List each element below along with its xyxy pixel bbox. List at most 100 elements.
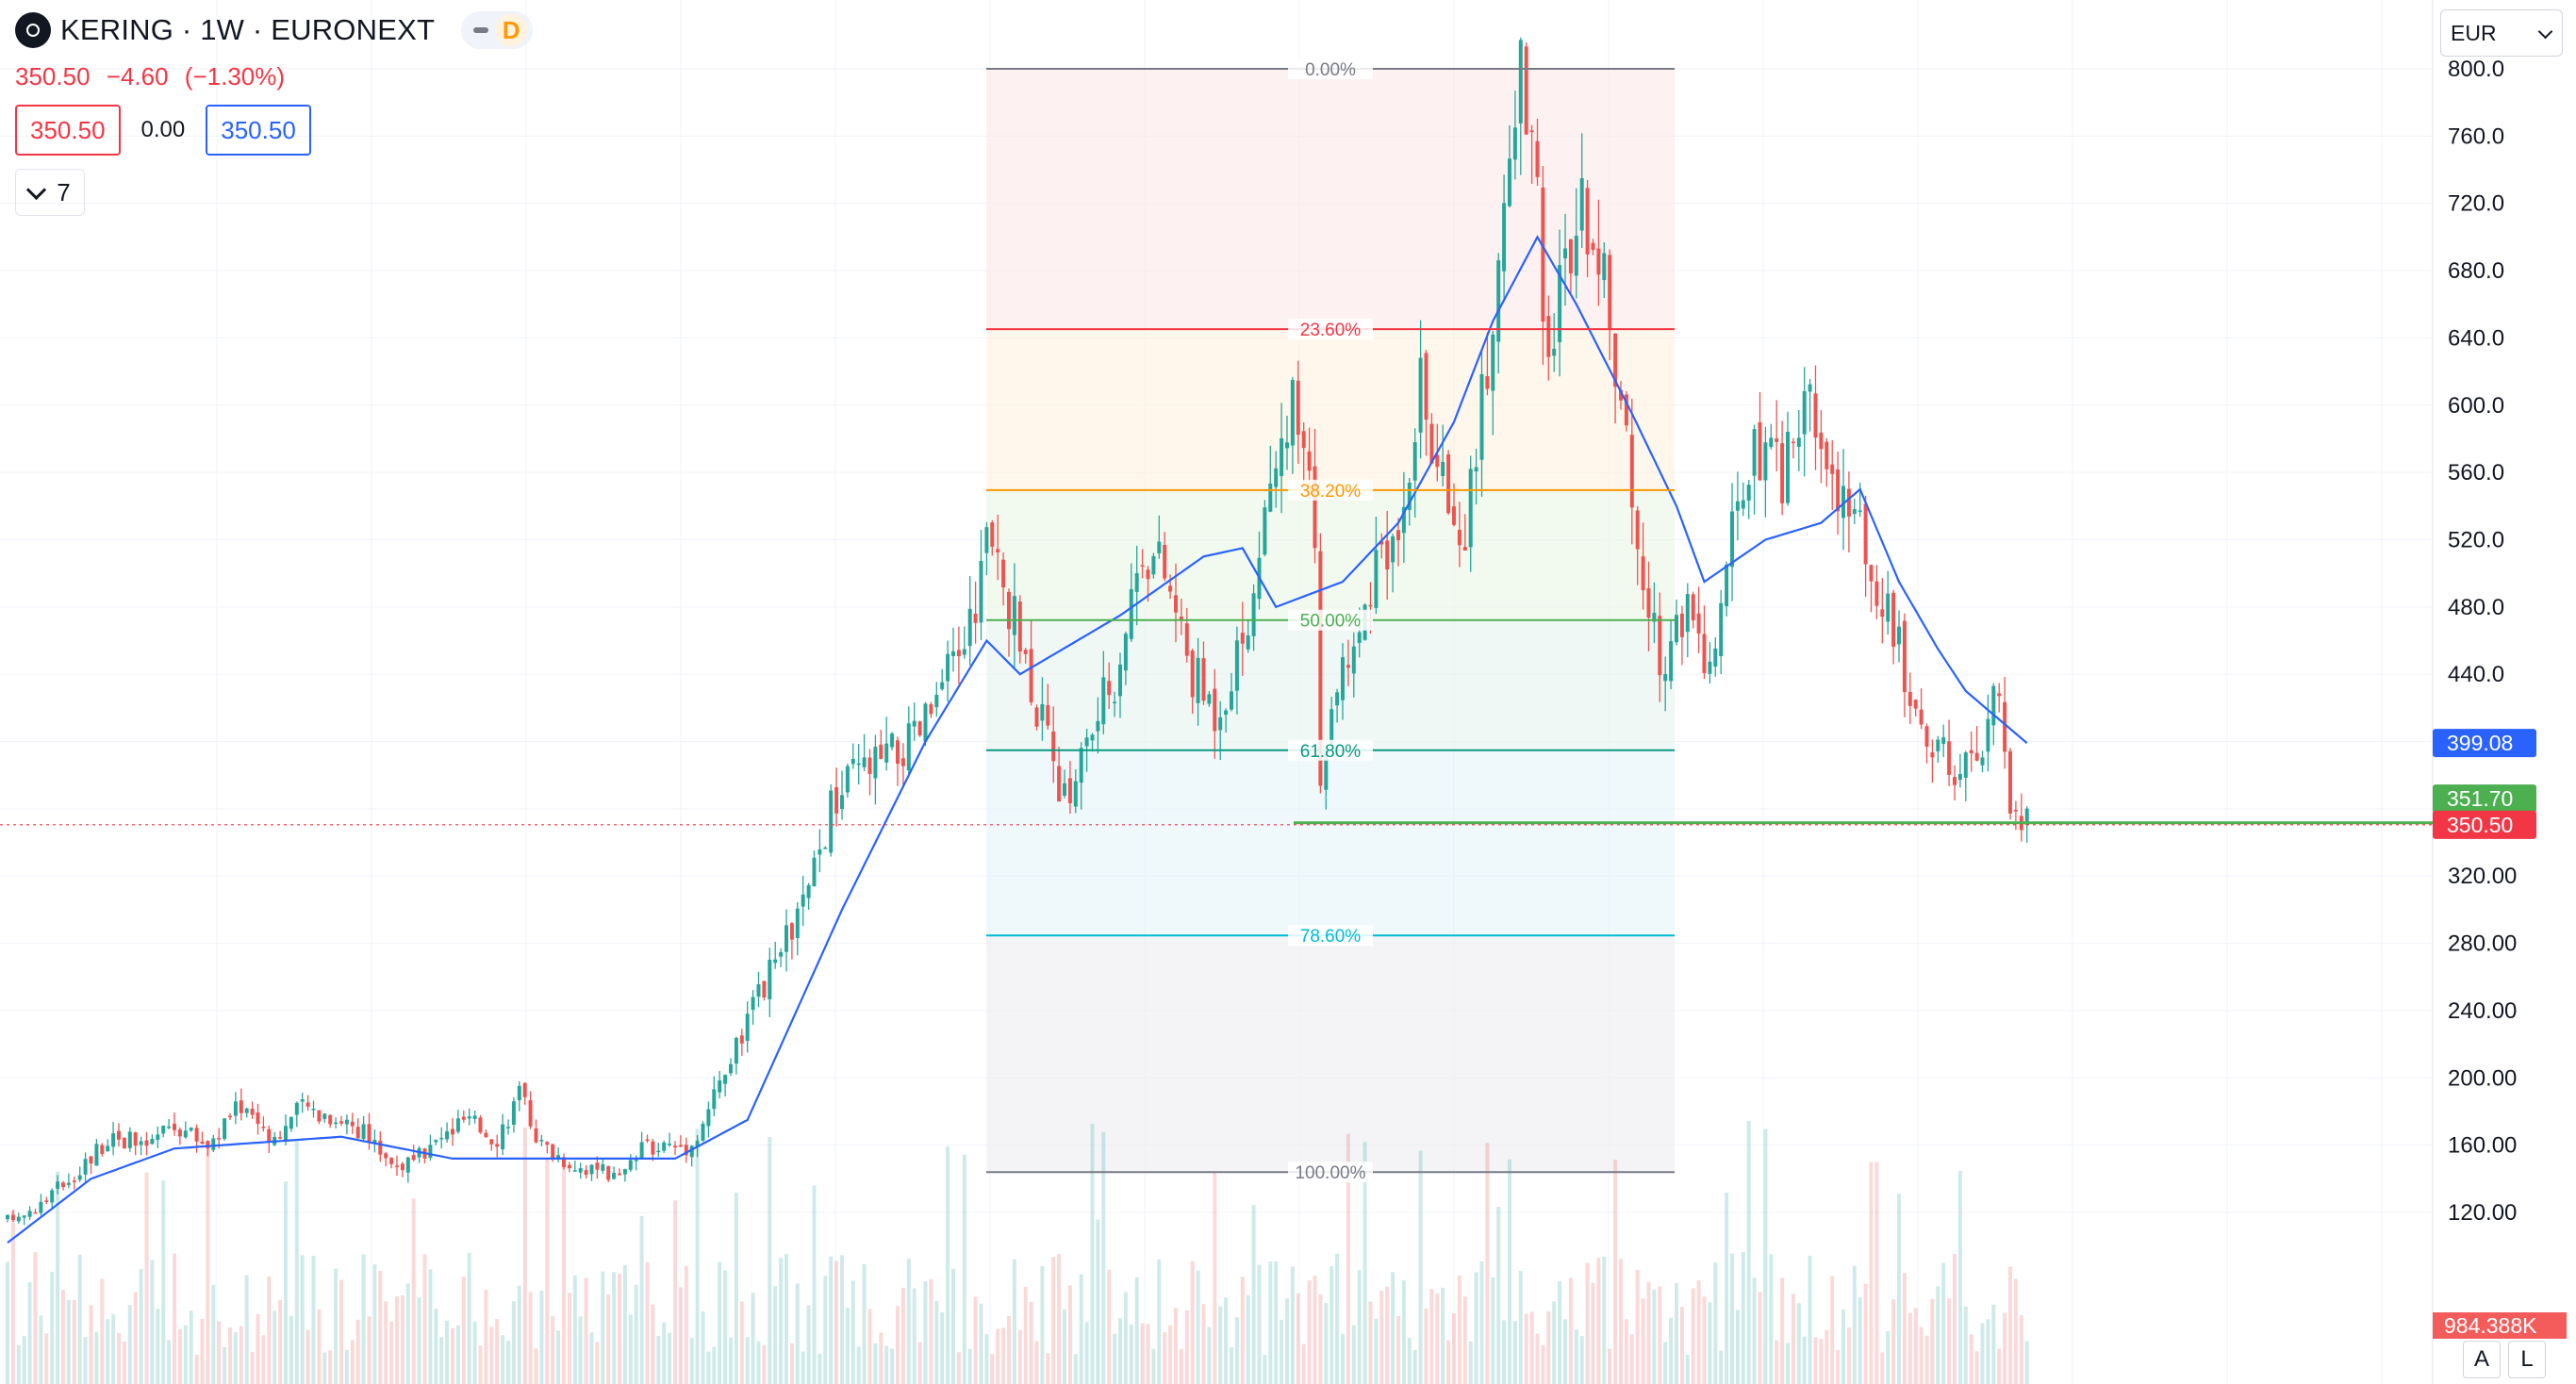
volume-bar (1201, 1304, 1206, 1384)
volume-bar (489, 1326, 494, 1384)
log-scale-button[interactable]: L (2508, 1341, 2546, 1378)
candle-body (484, 1132, 488, 1138)
volume-bar (451, 1327, 454, 1384)
volume-bar (1924, 1335, 1929, 1384)
volume-bar (1151, 1348, 1156, 1384)
fib-level-label: 23.60% (1300, 321, 1362, 340)
volume-bar (1101, 1131, 1106, 1384)
volume-bar (56, 1171, 60, 1384)
volume-bar (1134, 1277, 1139, 1384)
volume-bar (1368, 1301, 1373, 1384)
candle-body (1073, 781, 1078, 807)
volume-bar (639, 1215, 644, 1384)
candle-body (1335, 692, 1340, 706)
candle-body (1001, 559, 1006, 588)
candle-body (1168, 585, 1173, 592)
candle-body (884, 743, 889, 763)
candle-body (1196, 657, 1200, 703)
volume-bar (890, 1348, 895, 1384)
candle-body (1808, 384, 1812, 392)
candle-body (545, 1142, 550, 1145)
volume-bar (601, 1271, 605, 1384)
candle-body (1163, 544, 1167, 579)
volume-bar (1919, 1326, 1924, 1384)
volume-bar (1123, 1292, 1128, 1384)
candle-body (1268, 483, 1273, 512)
sell-button[interactable]: 350.50 (15, 105, 121, 156)
candle-body (1813, 393, 1818, 438)
volume-bar (1067, 1285, 1072, 1384)
volume-bar (1691, 1288, 1695, 1384)
volume-bar (1986, 1319, 1990, 1384)
volume-bar (261, 1335, 266, 1384)
symbol-title[interactable]: KERING · 1W · EURONEXT (60, 13, 436, 46)
candle-body (601, 1164, 605, 1171)
volume-bar (1046, 1353, 1050, 1384)
auto-scale-button[interactable]: A (2463, 1341, 2501, 1378)
candle-body (294, 1102, 299, 1115)
candle-body (1574, 236, 1578, 276)
volume-bar (1301, 1343, 1306, 1384)
candle-body (1385, 540, 1390, 569)
candle-body (1468, 469, 1473, 548)
candle-body (472, 1115, 477, 1119)
candle-body (656, 1150, 661, 1153)
candle-body (734, 1037, 738, 1064)
candle-body (1146, 569, 1150, 580)
candle-body (940, 682, 945, 689)
volume-bar (729, 1337, 733, 1384)
volume-bar (1897, 1194, 1901, 1384)
volume-bar (1858, 1297, 1862, 1384)
candle-body (6, 1214, 9, 1220)
candle-body (1357, 632, 1362, 643)
candle-body (1329, 709, 1334, 747)
volume-bar (461, 1277, 466, 1384)
volume-bar (445, 1320, 450, 1384)
volume-bar (1230, 1347, 1233, 1384)
volume-bar (572, 1275, 577, 1384)
volume-bar (795, 1283, 800, 1384)
candle-body (1886, 593, 1891, 622)
volume-bar (467, 1252, 471, 1384)
candle-body (1579, 177, 1584, 231)
volume-bar (250, 1351, 255, 1384)
volume-bar (1825, 1329, 1829, 1384)
candle-body (984, 527, 989, 553)
candle-body (1991, 685, 1996, 726)
candle-body (779, 952, 784, 957)
candle-body (344, 1119, 349, 1125)
candle-body (122, 1137, 126, 1149)
volume-bar (1424, 1308, 1428, 1384)
candle-body (1641, 556, 1645, 591)
volume-bar (1012, 1259, 1016, 1384)
volume-bar (956, 1352, 961, 1384)
indicators-toggle[interactable]: 7 (15, 169, 85, 216)
volume-bar (289, 1315, 293, 1384)
candle-body (1240, 633, 1245, 644)
volume-bar (1462, 1296, 1467, 1384)
candle-body (1780, 443, 1785, 503)
candle-body (1702, 634, 1707, 673)
volume-bar (1174, 1308, 1178, 1384)
volume-bar (1073, 1354, 1078, 1384)
candle-body (1184, 623, 1189, 656)
candle-body (156, 1134, 160, 1140)
candle-body (206, 1141, 210, 1149)
candle-body (1307, 451, 1312, 471)
candle-body (556, 1155, 561, 1160)
volume-bar (606, 1293, 611, 1384)
volume-bar (990, 1354, 995, 1384)
candle-body (1207, 694, 1212, 704)
candle-body (856, 763, 861, 766)
volume-bar (455, 1325, 460, 1384)
candle-body (305, 1102, 310, 1107)
volume-bar (1502, 1320, 1507, 1384)
candle-body (1029, 649, 1033, 702)
buy-button[interactable]: 350.50 (206, 105, 311, 156)
candle-body (996, 549, 1000, 553)
candle-body (906, 723, 911, 771)
volume-bar (22, 1336, 26, 1384)
status-pill[interactable]: D (461, 11, 534, 49)
currency-selector[interactable]: EUR (2440, 9, 2563, 57)
